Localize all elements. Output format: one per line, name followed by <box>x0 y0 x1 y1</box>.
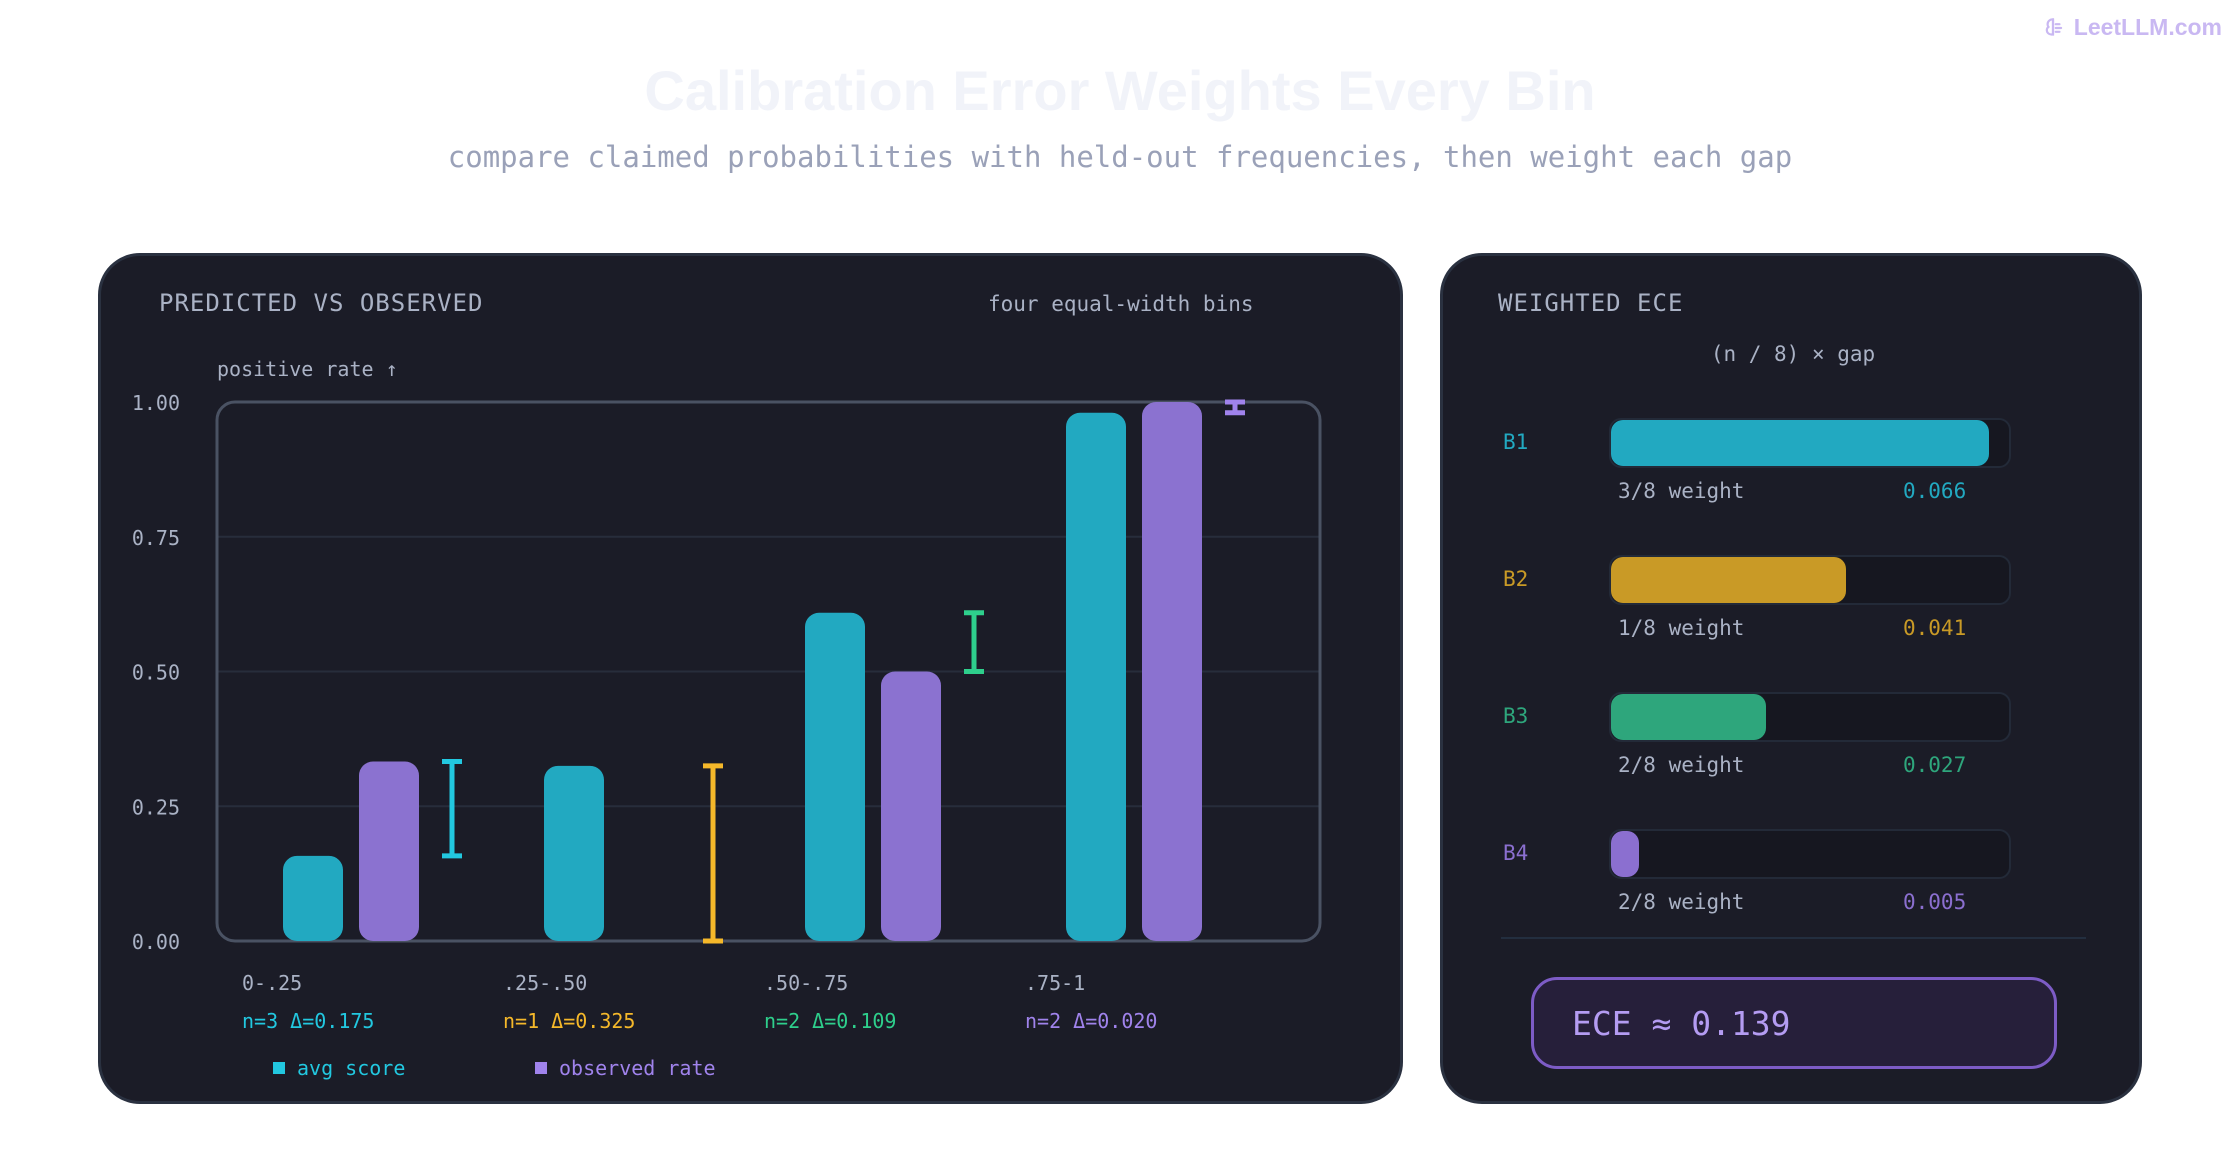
weight-bar-fill <box>1611 420 1990 466</box>
x-tick-label: .75-1 <box>1025 971 1085 995</box>
weight-bar-fill <box>1611 557 1846 603</box>
x-tick-label: .50-.75 <box>764 971 848 995</box>
predicted-vs-observed-panel: PREDICTED VS OBSERVED four equal-width b… <box>98 253 1403 1104</box>
weight-bar-fill <box>1611 694 1767 740</box>
panel-note: four equal-width bins <box>988 292 1254 316</box>
weight-bar-fill <box>1611 831 1639 877</box>
calibration-bar-chart: 0.00 0.25 0.50 0.75 1.00 positive rate ↑ 0-.25… <box>132 357 1322 1080</box>
y-tick-label: 0.75 <box>132 526 180 550</box>
weight-value: 0.027 <box>1903 753 1967 777</box>
bin-label: B3 <box>1503 704 1529 728</box>
formula: (n / 8) × gap <box>1710 342 1876 366</box>
bin-stat-label: n=2 Δ=0.109 <box>764 1009 896 1033</box>
weight-label: 2/8 weight <box>1618 890 1745 914</box>
panel-heading: WEIGHTED ECE <box>1498 289 1684 317</box>
weight-label: 3/8 weight <box>1618 479 1745 503</box>
bin-label: B4 <box>1503 841 1529 865</box>
legend-label: observed rate <box>559 1056 716 1080</box>
weight-bar-track <box>1609 418 2011 468</box>
brand-name: LeetLLM.com <box>2073 14 2222 40</box>
weight-label: 2/8 weight <box>1618 753 1745 777</box>
x-tick-label: 0-.25 <box>242 971 302 995</box>
bin-stat-label: n=2 Δ=0.020 <box>1025 1009 1157 1033</box>
weight-bar-track <box>1609 692 2011 742</box>
observed-rate-bar <box>1142 402 1202 941</box>
bin-stat-label: n=3 Δ=0.175 <box>242 1009 374 1033</box>
avg-score-bar <box>283 855 343 941</box>
avg-score-bar <box>805 612 865 941</box>
avg-score-bar <box>544 765 604 941</box>
brain-icon <box>2045 17 2062 36</box>
panel-heading: PREDICTED VS OBSERVED <box>159 289 484 317</box>
y-tick-label: 0.50 <box>132 661 180 685</box>
weight-value: 0.005 <box>1903 890 1967 914</box>
brand: LeetLLM.com <box>2040 14 2222 41</box>
weight-value: 0.066 <box>1903 479 1967 503</box>
page-subtitle: compare claimed probabilities with held-… <box>447 140 1793 174</box>
weighted-ece-panel: WEIGHTED ECE (n / 8) × gap B1 3/8 weight… <box>1440 253 2142 1104</box>
weight-label: 1/8 weight <box>1618 616 1745 640</box>
bin-label: B1 <box>1503 430 1529 454</box>
y-tick-label: 1.00 <box>132 391 180 415</box>
weight-value: 0.041 <box>1903 616 1967 640</box>
plot-frame <box>215 400 1322 943</box>
page-title: Calibration Error Weights Every Bin <box>644 59 1596 122</box>
legend-swatch <box>535 1062 547 1074</box>
bin-label: B2 <box>1503 567 1529 591</box>
legend-label: avg score <box>297 1056 405 1080</box>
observed-rate-bar <box>359 761 419 941</box>
y-axis-label: positive rate ↑ <box>217 357 398 381</box>
bin-stat-label: n=1 Δ=0.325 <box>503 1009 635 1033</box>
weight-bar-track <box>1609 829 2011 879</box>
ece-result: ECE ≈ 0.139 <box>1531 977 2057 1069</box>
divider <box>1501 937 2086 939</box>
ece-value: ECE ≈ 0.139 <box>1572 1003 1791 1043</box>
weight-bar-track <box>1609 555 2011 605</box>
x-tick-label: .25-.50 <box>503 971 587 995</box>
legend-swatch <box>273 1062 285 1074</box>
y-tick-label: 0.00 <box>132 930 180 954</box>
y-tick-label: 0.25 <box>132 795 180 819</box>
observed-rate-bar <box>881 671 941 941</box>
avg-score-bar <box>1066 412 1126 941</box>
